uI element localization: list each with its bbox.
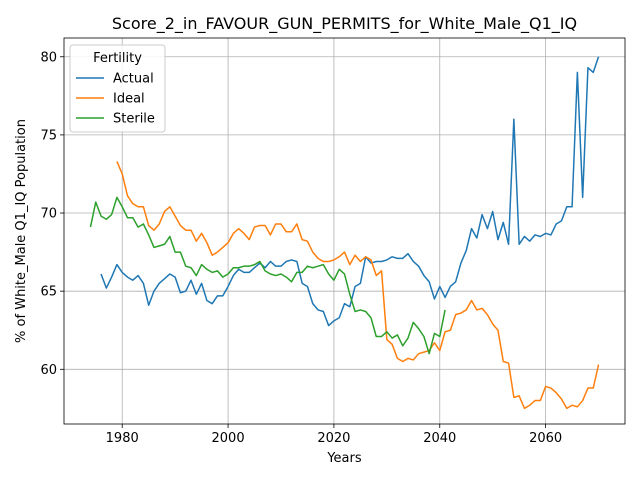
legend-label-sterile: Sterile xyxy=(113,112,155,127)
legend: Fertility Actual Ideal Sterile xyxy=(69,44,166,133)
legend-label-actual: Actual xyxy=(113,72,154,87)
legend-box xyxy=(69,44,166,133)
legend-title: Fertility xyxy=(93,51,142,66)
y-axis-ticks: 60 65 70 75 80 xyxy=(40,50,64,378)
y-tick-label: 80 xyxy=(40,50,57,65)
series-layer xyxy=(89,56,600,410)
series-line-actual xyxy=(100,56,600,327)
series-line-sterile xyxy=(89,196,446,355)
x-tick-label: 2060 xyxy=(529,431,562,446)
legend-label-ideal: Ideal xyxy=(113,92,145,107)
y-tick-label: 65 xyxy=(40,285,57,300)
y-tick-label: 75 xyxy=(40,128,57,143)
x-axis-ticks: 1980 2000 2020 2040 2060 xyxy=(106,424,562,446)
series-line-ideal xyxy=(116,161,600,410)
y-tick-label: 70 xyxy=(40,207,57,222)
x-tick-label: 2020 xyxy=(317,431,350,446)
grid-lines xyxy=(64,38,625,424)
y-tick-label: 60 xyxy=(40,363,57,378)
x-axis-label: Years xyxy=(326,451,362,466)
x-tick-label: 1980 xyxy=(106,431,139,446)
plot-area-frame xyxy=(63,37,626,425)
x-tick-label: 2040 xyxy=(423,431,456,446)
x-tick-label: 2000 xyxy=(212,431,245,446)
y-axis-label: % of White_Male Q1_IQ Population xyxy=(14,119,29,343)
chart-title: Score_2_in_FAVOUR_GUN_PERMITS_for_White_… xyxy=(112,14,577,34)
